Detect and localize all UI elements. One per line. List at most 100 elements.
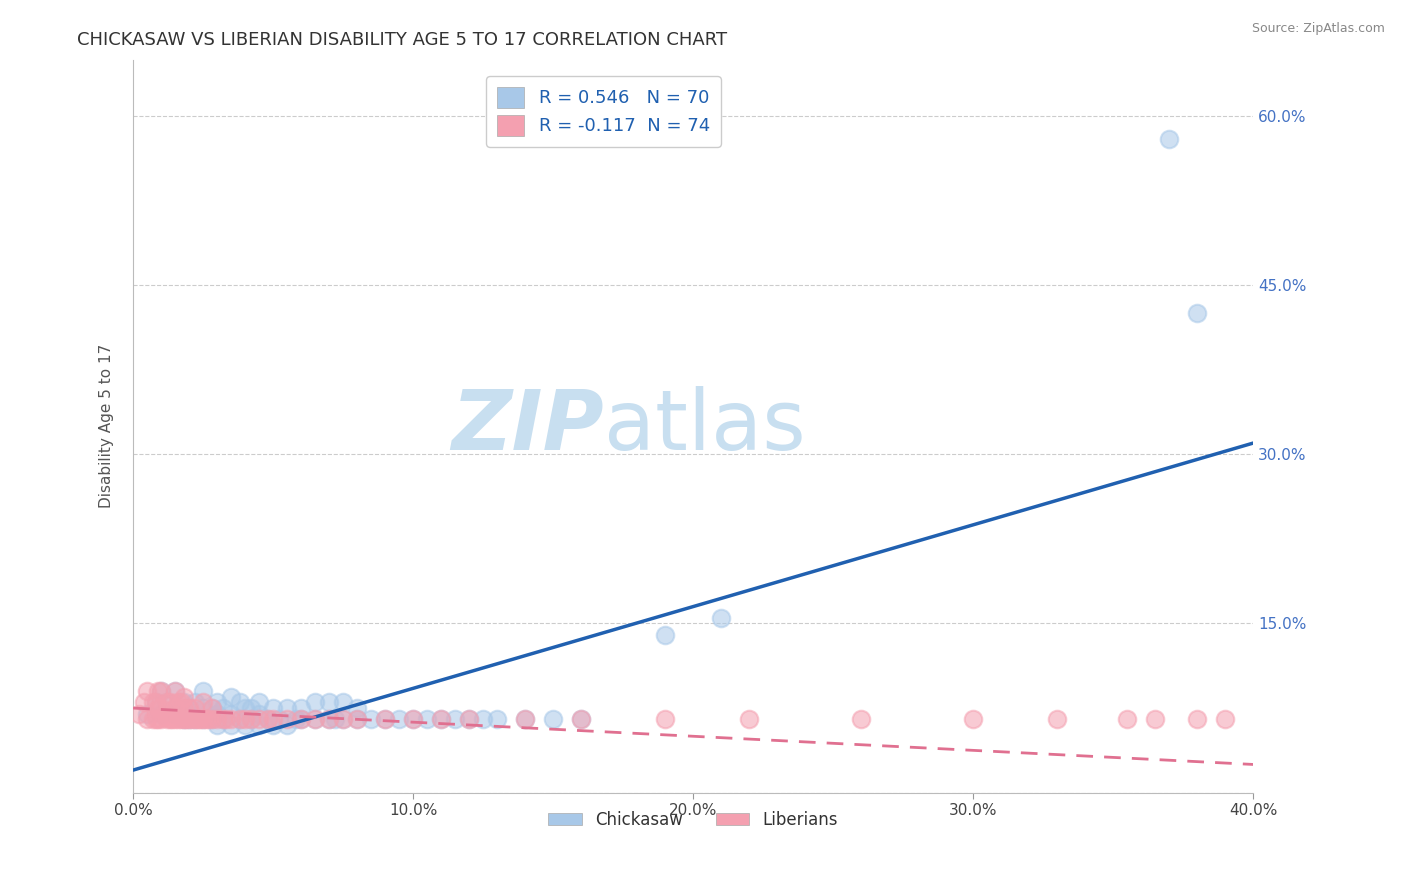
Point — [145, 695, 167, 709]
Point — [148, 684, 170, 698]
Point — [128, 706, 150, 721]
Point — [165, 684, 187, 698]
Point — [191, 712, 214, 726]
Y-axis label: Disability Age 5 to 17: Disability Age 5 to 17 — [100, 344, 114, 508]
Point — [176, 712, 198, 726]
Text: Source: ZipAtlas.com: Source: ZipAtlas.com — [1251, 22, 1385, 36]
Point — [247, 712, 270, 726]
Point — [276, 718, 298, 732]
Point — [200, 712, 222, 726]
Point — [654, 628, 676, 642]
Point — [156, 712, 179, 726]
Point — [191, 684, 214, 698]
Point — [239, 712, 262, 726]
Point — [416, 712, 439, 726]
Point — [332, 712, 354, 726]
Point — [262, 712, 284, 726]
Point — [148, 701, 170, 715]
Point — [654, 712, 676, 726]
Point — [173, 695, 195, 709]
Point — [211, 701, 233, 715]
Point — [150, 712, 173, 726]
Point — [458, 712, 481, 726]
Point — [710, 611, 733, 625]
Point — [233, 701, 256, 715]
Point — [304, 712, 326, 726]
Point — [200, 701, 222, 715]
Legend: Chickasaw, Liberians: Chickasaw, Liberians — [541, 805, 845, 836]
Point — [200, 701, 222, 715]
Point — [267, 712, 290, 726]
Point — [162, 712, 184, 726]
Point — [170, 695, 193, 709]
Point — [346, 712, 368, 726]
Point — [1213, 712, 1236, 726]
Point — [159, 712, 181, 726]
Point — [541, 712, 564, 726]
Point — [515, 712, 537, 726]
Point — [851, 712, 873, 726]
Point — [304, 712, 326, 726]
Point — [211, 712, 233, 726]
Point — [165, 712, 187, 726]
Point — [228, 695, 250, 709]
Point — [150, 701, 173, 715]
Point — [346, 701, 368, 715]
Point — [318, 712, 340, 726]
Point — [284, 712, 307, 726]
Point — [239, 712, 262, 726]
Point — [165, 701, 187, 715]
Point — [388, 712, 411, 726]
Point — [188, 712, 211, 726]
Point — [290, 712, 312, 726]
Point — [156, 695, 179, 709]
Point — [183, 695, 205, 709]
Point — [276, 701, 298, 715]
Point — [256, 712, 278, 726]
Point — [1144, 712, 1167, 726]
Point — [142, 712, 165, 726]
Point — [136, 712, 159, 726]
Point — [458, 712, 481, 726]
Point — [183, 701, 205, 715]
Point — [318, 695, 340, 709]
Point — [346, 712, 368, 726]
Text: CHICKASAW VS LIBERIAN DISABILITY AGE 5 TO 17 CORRELATION CHART: CHICKASAW VS LIBERIAN DISABILITY AGE 5 T… — [77, 31, 727, 49]
Point — [167, 712, 190, 726]
Point — [205, 695, 228, 709]
Point — [247, 718, 270, 732]
Point — [191, 701, 214, 715]
Point — [179, 701, 201, 715]
Point — [1187, 306, 1209, 320]
Point — [183, 712, 205, 726]
Point — [136, 706, 159, 721]
Point — [200, 712, 222, 726]
Point — [159, 695, 181, 709]
Point — [247, 695, 270, 709]
Point — [150, 706, 173, 721]
Point — [569, 712, 592, 726]
Point — [142, 695, 165, 709]
Point — [304, 695, 326, 709]
Point — [219, 706, 242, 721]
Point — [205, 718, 228, 732]
Text: ZIP: ZIP — [451, 385, 603, 467]
Point — [179, 712, 201, 726]
Point — [1046, 712, 1069, 726]
Point — [1159, 131, 1181, 145]
Point — [276, 712, 298, 726]
Point — [430, 712, 453, 726]
Point — [228, 712, 250, 726]
Point — [228, 712, 250, 726]
Point — [332, 712, 354, 726]
Point — [145, 695, 167, 709]
Point — [1116, 712, 1139, 726]
Point — [179, 701, 201, 715]
Point — [173, 701, 195, 715]
Point — [247, 706, 270, 721]
Point — [444, 712, 467, 726]
Point — [515, 712, 537, 726]
Point — [173, 712, 195, 726]
Point — [194, 712, 217, 726]
Point — [197, 712, 219, 726]
